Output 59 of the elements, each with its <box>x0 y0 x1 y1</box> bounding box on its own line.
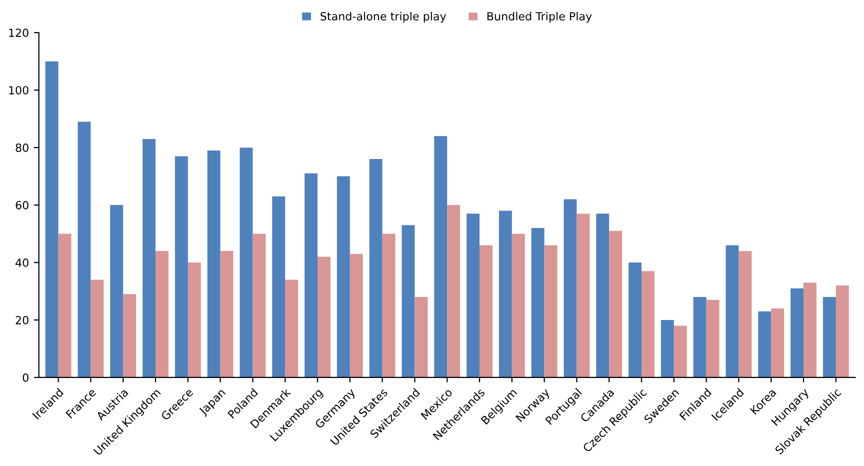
bar <box>220 251 234 378</box>
bar <box>790 288 804 378</box>
legend-label: Bundled Triple Play <box>487 12 592 23</box>
bar <box>123 294 136 378</box>
bar <box>836 286 849 378</box>
bar <box>466 214 480 378</box>
bar <box>706 300 720 378</box>
bar <box>596 214 610 378</box>
bar <box>110 205 124 378</box>
bar <box>804 282 816 378</box>
legend-label: Stand-alone triple play <box>320 12 446 23</box>
bar <box>642 271 654 378</box>
bar <box>576 214 590 378</box>
bar <box>531 228 544 378</box>
bar <box>544 245 558 378</box>
y-tick-label: 60 <box>16 201 28 210</box>
bar <box>174 156 188 378</box>
bar <box>318 256 330 378</box>
bar <box>45 61 58 378</box>
bar <box>414 296 428 378</box>
bar <box>498 210 512 378</box>
bar <box>90 280 104 378</box>
bar <box>480 245 492 378</box>
bar <box>252 234 266 378</box>
bar <box>58 234 72 378</box>
bar <box>188 262 201 378</box>
bar <box>240 148 253 378</box>
bar <box>350 254 363 378</box>
bar <box>738 251 752 378</box>
y-tick-label: 80 <box>16 144 28 152</box>
bar <box>447 205 460 378</box>
bar <box>609 230 622 378</box>
bar <box>382 234 396 378</box>
bar <box>771 308 784 378</box>
bar <box>402 225 415 378</box>
y-tick-label: 40 <box>16 258 28 267</box>
bar <box>758 311 772 378</box>
bar <box>434 136 448 378</box>
bar <box>272 196 286 378</box>
bar <box>674 326 687 378</box>
y-tick-label: 120 <box>9 28 28 37</box>
bar <box>156 251 168 378</box>
bar <box>304 173 318 378</box>
bar <box>285 280 298 378</box>
bar <box>822 296 836 378</box>
y-tick-label: 0 <box>22 373 28 382</box>
bar <box>628 262 642 378</box>
bar <box>336 176 350 378</box>
bar <box>512 234 525 378</box>
y-tick-label: 20 <box>16 316 28 324</box>
y-tick-label: 100 <box>9 86 28 94</box>
bar <box>142 138 156 378</box>
bar <box>207 150 220 378</box>
bar <box>369 159 382 378</box>
bar <box>78 122 91 378</box>
bar <box>660 320 674 378</box>
bar <box>564 199 577 378</box>
bar <box>726 245 739 378</box>
bar <box>693 296 706 378</box>
